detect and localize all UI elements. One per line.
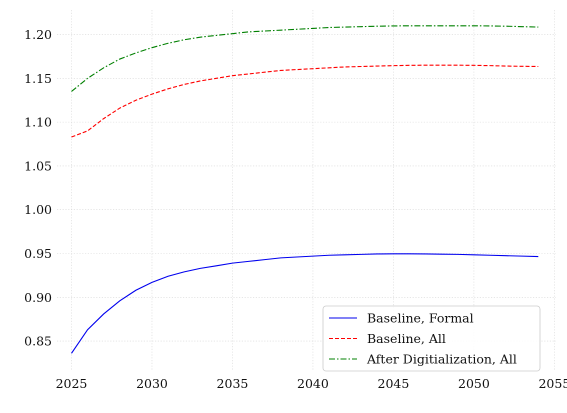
y-tick-label: 1.10 (24, 115, 52, 130)
x-tick-label: 2025 (56, 376, 88, 391)
series-line-2 (71, 64, 539, 138)
x-tick-label: 2055 (538, 376, 567, 391)
y-tick-label: 1.20 (24, 27, 52, 42)
y-tick-label: 1.15 (24, 71, 52, 86)
x-tick-label: 2050 (458, 376, 490, 391)
series-layer (71, 25, 539, 354)
legend-label: After Digitialization, All (366, 352, 517, 367)
legend-label: Baseline, Formal (367, 311, 474, 326)
x-axis-ticks: 2025 2030 2035 2040 2045 2050 2055 (56, 376, 567, 391)
legend: Baseline, Formal Baseline, All After Digit… (322, 305, 541, 372)
grid (57, 10, 556, 370)
x-tick-label: 2030 (136, 376, 168, 391)
series-line-3 (71, 25, 539, 92)
x-tick-label: 2045 (378, 376, 410, 391)
legend-label: Baseline, All (367, 331, 446, 346)
y-tick-label: 0.95 (24, 246, 52, 261)
series-line-1 (71, 253, 539, 354)
y-tick-label: 0.85 (24, 334, 52, 349)
x-tick-label: 2040 (297, 376, 329, 391)
y-tick-label: 0.90 (24, 290, 52, 305)
x-tick-label: 2035 (217, 376, 249, 391)
y-axis-ticks: 0.85 0.90 0.95 1.00 1.05 1.10 1.15 1.20 (24, 27, 52, 349)
y-tick-label: 1.05 (24, 158, 52, 173)
y-tick-label: 1.00 (24, 202, 52, 217)
legend-box (322, 305, 541, 372)
